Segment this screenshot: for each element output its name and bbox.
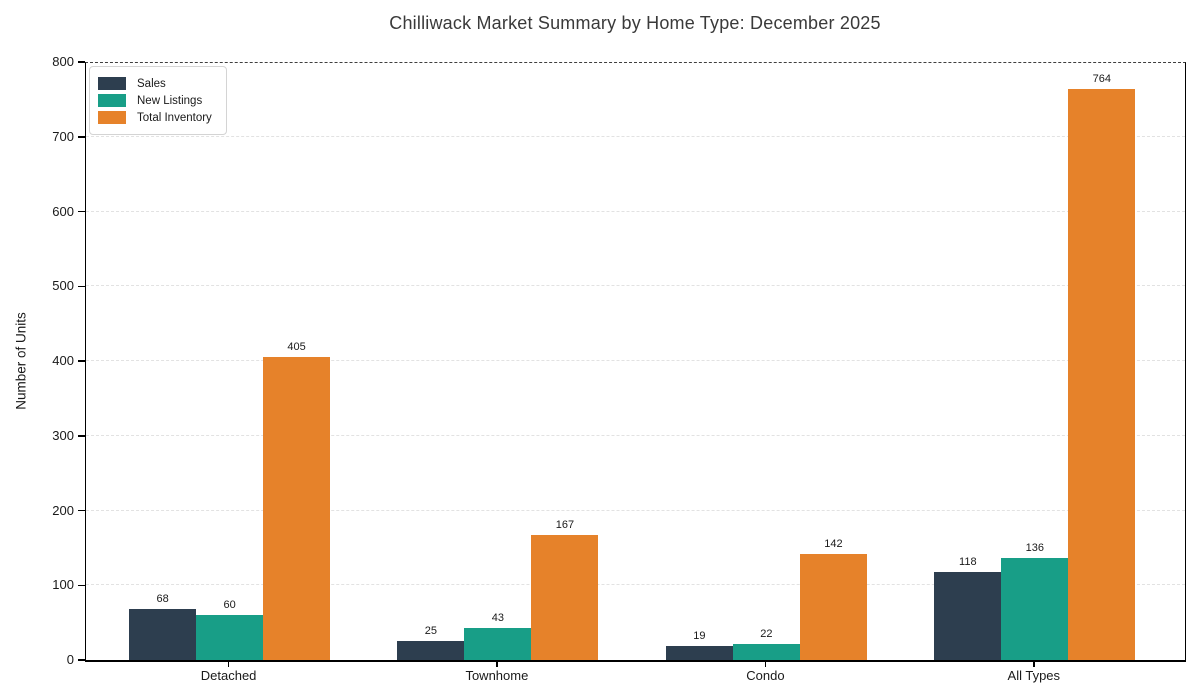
bar-value-total-inventory-all-types: 764	[1092, 72, 1111, 85]
gridline-y-100	[86, 584, 1185, 586]
y-tick-200	[78, 509, 85, 512]
bar-new-listings-detached	[196, 615, 264, 660]
gridline-y-400	[86, 360, 1185, 361]
y-tick-700	[78, 136, 85, 138]
y-tick-300	[78, 435, 85, 437]
bar-total-inventory-townhome	[531, 535, 599, 660]
legend-row-total-inventory: Total Inventory	[98, 111, 212, 124]
y-tick-label-800: 800	[52, 54, 74, 69]
bar-sales-condo	[665, 645, 733, 660]
y-tick-label-500: 500	[52, 278, 74, 294]
x-tick-detached	[227, 662, 230, 667]
gridline-y-300	[86, 434, 1185, 436]
y-tick-label-0: 0	[66, 652, 74, 667]
legend-swatch-total-inventory	[98, 111, 126, 124]
legend-label-total-inventory: Total Inventory	[137, 111, 212, 124]
x-tick-condo	[764, 662, 767, 667]
y-tick-600	[78, 210, 85, 213]
chart-title: Chilliwack Market Summary by Home Type: …	[389, 13, 881, 33]
y-tick-400	[78, 360, 85, 362]
y-tick-label-300: 300	[52, 427, 74, 443]
bar-new-listings-all-types	[1001, 558, 1069, 660]
x-tick-label-all-types: All Types	[1007, 668, 1061, 683]
bar-total-inventory-detached	[263, 357, 331, 660]
legend-swatch-new-listings	[98, 94, 126, 107]
legend-label-sales: Sales	[137, 77, 166, 90]
legend-swatch-sales	[98, 77, 126, 90]
y-axis-label: Number of Units	[13, 312, 29, 410]
gridline-y-500	[86, 285, 1185, 287]
legend-row-new-listings: New Listings	[98, 94, 212, 107]
y-tick-100	[78, 584, 85, 586]
gridline-y-700	[86, 135, 1185, 137]
x-tick-label-condo: Condo	[746, 668, 785, 683]
bar-new-listings-townhome	[464, 627, 532, 660]
bar-new-listings-condo	[732, 643, 800, 660]
bar-value-sales-all-types: 118	[959, 555, 977, 568]
legend-row-sales: Sales	[98, 77, 212, 90]
gridline-y-200	[86, 509, 1185, 511]
bar-sales-all-types	[934, 571, 1002, 660]
gridline-y-600	[86, 210, 1185, 212]
x-tick-label-detached: Detached	[200, 668, 257, 683]
legend-label-new-listings: New Listings	[137, 94, 203, 107]
y-tick-label-700: 700	[52, 128, 74, 144]
bar-total-inventory-all-types	[1068, 88, 1136, 660]
bar-value-total-inventory-condo: 142	[824, 537, 843, 550]
y-tick-800	[78, 61, 85, 63]
plot-area: 68 60 405 25 43 167 19 22 142 118 136 764 Sales New L…	[85, 62, 1186, 662]
x-tick-all-types	[1033, 662, 1035, 667]
bar-value-sales-townhome: 25	[424, 625, 438, 638]
bar-total-inventory-condo	[799, 553, 867, 660]
bar-value-new-listings-townhome: 43	[491, 611, 505, 624]
legend: Sales New Listings Total Inventory	[89, 66, 227, 135]
y-tick-label-400: 400	[52, 353, 74, 368]
bar-value-total-inventory-townhome: 167	[555, 519, 575, 532]
bar-value-new-listings-all-types: 136	[1025, 542, 1044, 555]
bar-value-new-listings-detached: 60	[223, 599, 236, 612]
y-tick-label-100: 100	[52, 577, 74, 593]
bar-value-sales-detached: 68	[156, 593, 169, 606]
y-tick-500	[78, 285, 85, 287]
bar-value-total-inventory-detached: 405	[287, 341, 306, 354]
y-tick-label-600: 600	[52, 203, 74, 219]
x-tick-label-townhome: Townhome	[465, 668, 529, 683]
bar-sales-detached	[129, 609, 197, 660]
bar-value-new-listings-condo: 22	[760, 627, 773, 640]
bar-value-sales-condo: 19	[693, 629, 706, 642]
y-tick-0	[78, 659, 85, 661]
x-tick-townhome	[496, 662, 498, 667]
bar-sales-townhome	[397, 641, 465, 660]
y-tick-label-200: 200	[52, 502, 74, 518]
